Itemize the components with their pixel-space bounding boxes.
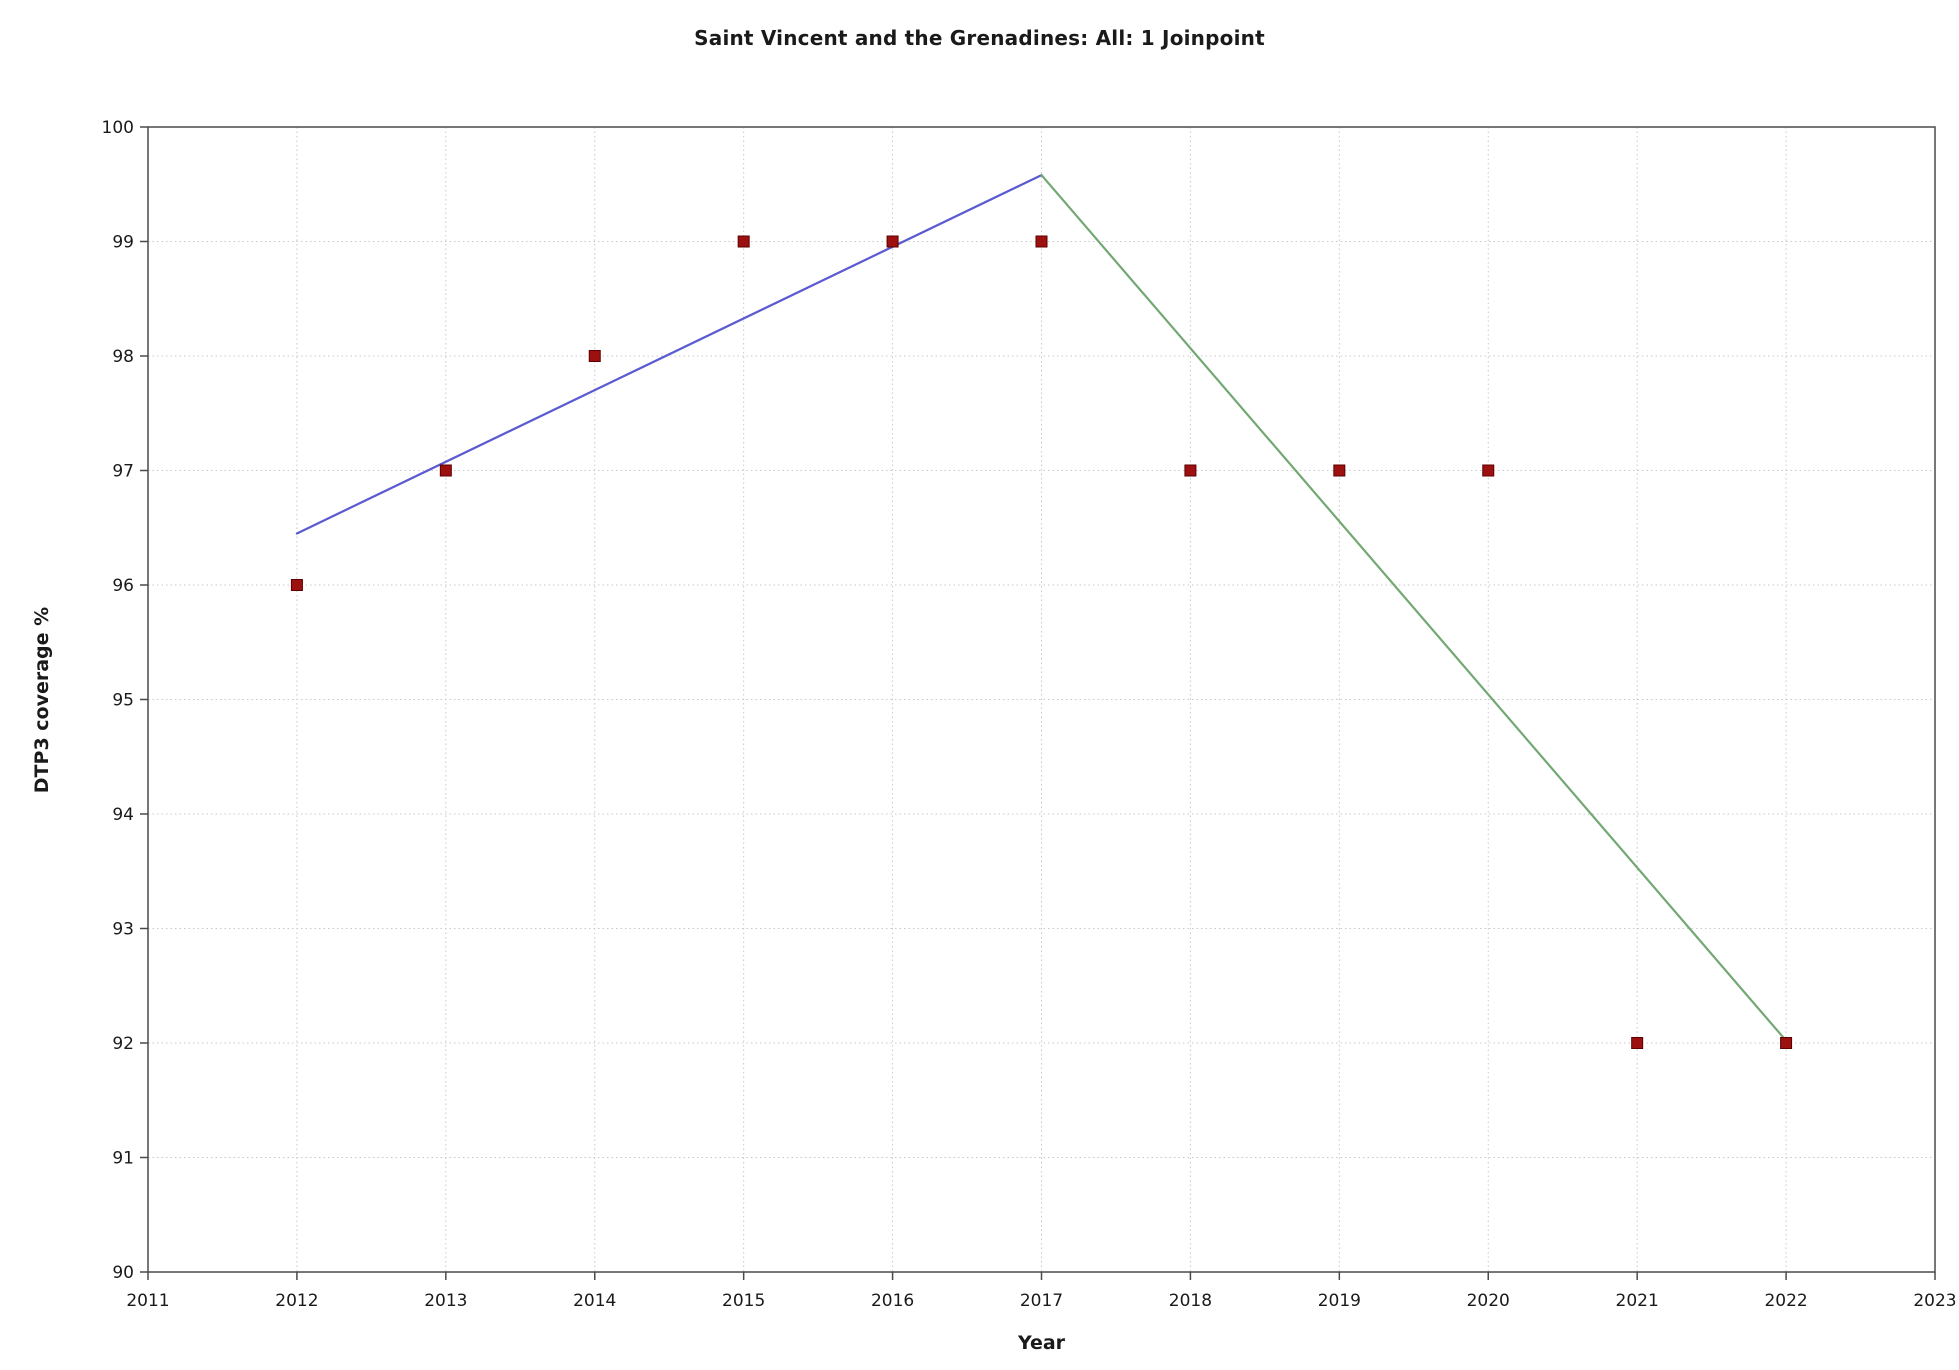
data-point (886, 235, 899, 248)
y-tick-label: 91 (112, 1149, 134, 1169)
x-tick-label: 2011 (126, 1291, 169, 1311)
data-point (1482, 464, 1495, 477)
x-tick-label: 2020 (1467, 1291, 1510, 1311)
chart-title: Saint Vincent and the Grenadines: All: 1… (694, 26, 1265, 50)
x-tick-label: 2019 (1318, 1291, 1361, 1311)
y-tick-label: 94 (112, 805, 134, 825)
data-point (1035, 235, 1048, 248)
y-tick-label: 97 (112, 462, 134, 482)
y-tick-label: 93 (112, 920, 134, 940)
x-tick-label: 2013 (424, 1291, 467, 1311)
x-axis-title: Year (1017, 1332, 1066, 1354)
x-tick-label: 2016 (871, 1291, 914, 1311)
data-point (1631, 1037, 1644, 1049)
data-point (439, 464, 452, 477)
y-tick-label: 98 (112, 347, 134, 367)
x-tick-label: 2012 (275, 1291, 318, 1311)
y-tick-label: 95 (112, 691, 134, 711)
x-tick-label: 2018 (1169, 1291, 1212, 1311)
y-tick-label: 90 (112, 1263, 134, 1283)
y-tick-label: 99 (112, 233, 134, 253)
data-point (290, 579, 303, 591)
x-tick-label: 2015 (722, 1291, 765, 1311)
data-point (1333, 464, 1346, 477)
y-tick-label: 100 (102, 118, 134, 138)
x-tick-label: 2014 (573, 1291, 616, 1311)
data-point (1780, 1037, 1793, 1049)
x-tick-label: 2017 (1020, 1291, 1063, 1311)
trend-line-segment-1-rising (295, 173, 1043, 535)
data-point (588, 350, 601, 362)
data-point (737, 235, 750, 248)
data-point (1184, 464, 1197, 477)
trend-line-segment-2-falling (1040, 173, 1788, 1042)
y-tick-label: 96 (112, 576, 134, 596)
x-tick-label: 2022 (1764, 1291, 1807, 1311)
y-tick-label: 92 (112, 1034, 134, 1054)
x-tick-label: 2023 (1913, 1291, 1956, 1311)
x-tick-label: 2021 (1616, 1291, 1659, 1311)
